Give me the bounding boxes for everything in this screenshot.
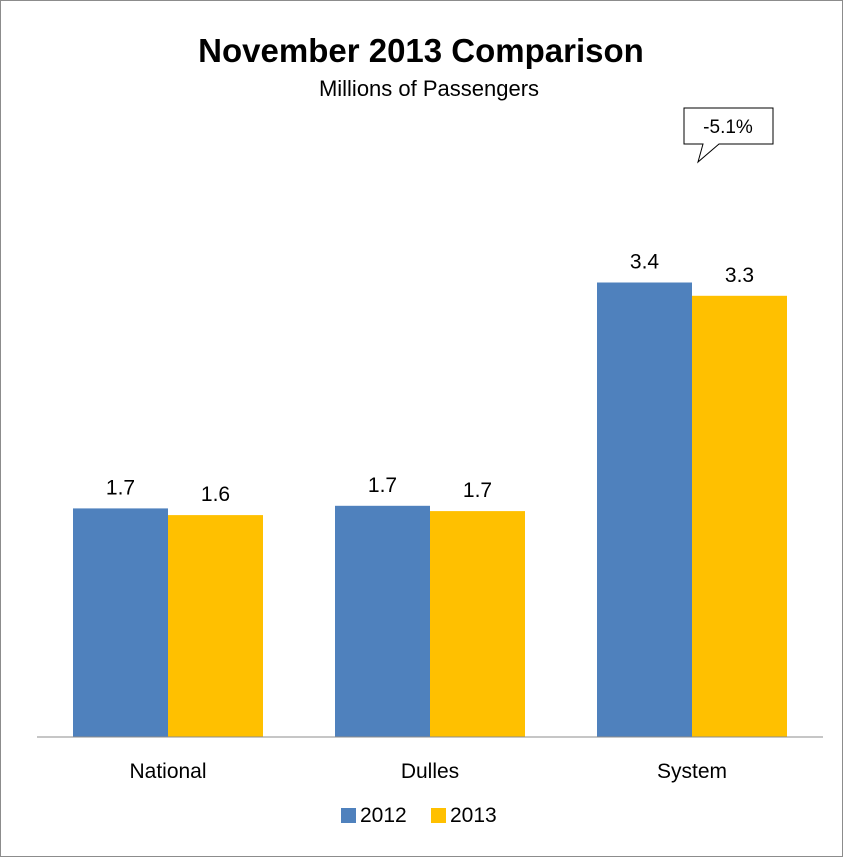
callout-annotation: -5.1% [683,107,774,164]
category-label-national: National [129,760,206,783]
legend: 2012 2013 [341,804,497,827]
bars-group [73,282,787,737]
legend-swatch-2013 [431,808,446,823]
category-labels-group: National Dulles System [129,760,727,783]
chart-subtitle: Millions of Passengers [319,76,539,101]
value-label-national-2013: 1.6 [201,483,230,506]
category-label-dulles: Dulles [401,760,459,783]
value-label-dulles-2012: 1.7 [368,474,397,497]
bar-national-2012 [73,508,168,737]
bar-dulles-2013 [430,511,525,737]
bar-dulles-2012 [335,505,430,737]
legend-swatch-2012 [341,808,356,823]
value-label-system-2012: 3.4 [630,251,660,274]
value-label-dulles-2013: 1.7 [463,479,492,502]
bar-system-2013 [692,295,787,737]
bar-national-2013 [168,515,263,737]
value-label-system-2013: 3.3 [725,264,754,287]
bar-system-2012 [597,282,692,737]
callout-bubble [683,107,774,164]
chart-title: November 2013 Comparison [198,32,644,69]
legend-label-2012: 2012 [360,804,407,827]
callout-text: -5.1% [703,117,753,138]
category-label-system: System [657,760,727,783]
value-labels-group: 1.7 1.6 1.7 1.7 3.4 3.3 [106,251,754,507]
value-label-national-2012: 1.7 [106,476,135,499]
legend-label-2013: 2013 [450,804,497,827]
